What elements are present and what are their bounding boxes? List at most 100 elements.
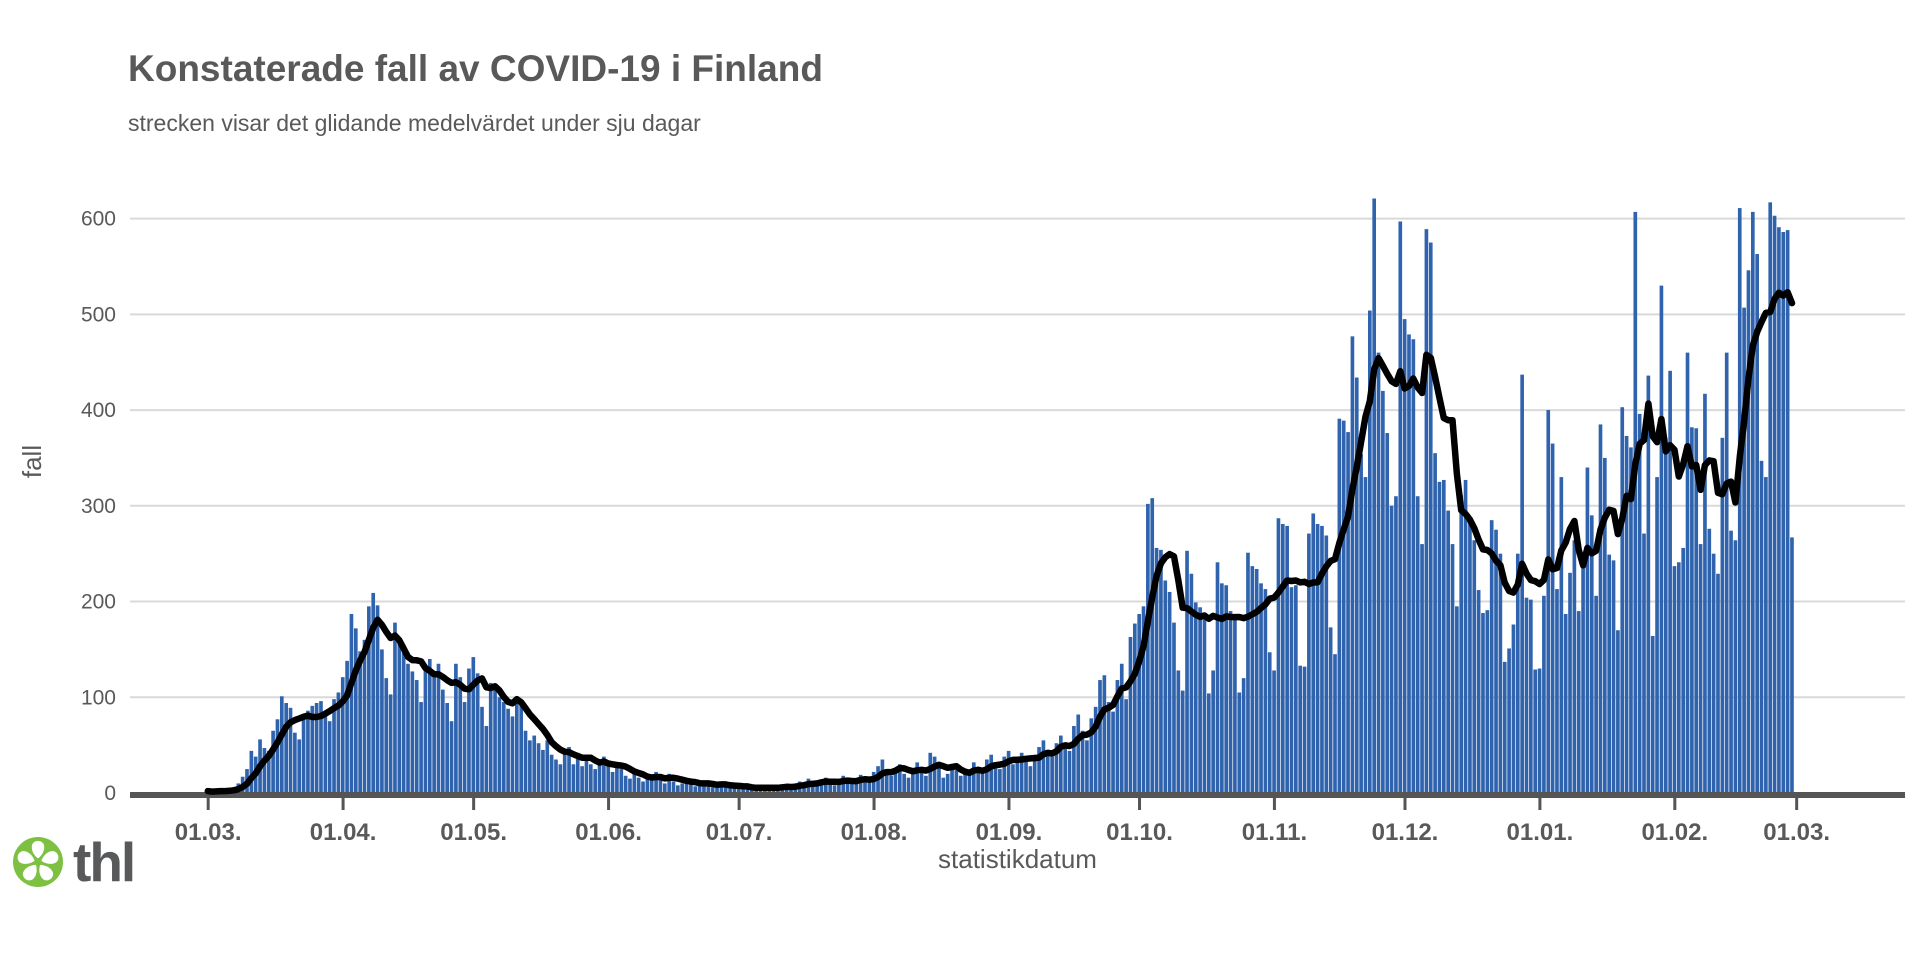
bar [475, 673, 480, 793]
bar [911, 768, 915, 793]
bar [1354, 377, 1359, 793]
bar [998, 769, 1002, 793]
bar [549, 754, 554, 793]
bar [989, 754, 994, 793]
bar [427, 658, 432, 793]
bar [1533, 669, 1538, 793]
bar [1733, 540, 1738, 793]
bar [1711, 553, 1716, 793]
bar [284, 703, 288, 793]
bar [1307, 533, 1311, 793]
bar [1463, 479, 1468, 793]
bar [1481, 613, 1485, 793]
bar [275, 719, 280, 793]
bar [1011, 764, 1015, 793]
bar [1559, 477, 1564, 793]
bar [1132, 623, 1137, 793]
bar [810, 782, 815, 793]
bar [845, 781, 850, 793]
bar [249, 750, 254, 793]
bar [1028, 766, 1033, 793]
bar [467, 668, 471, 793]
bar [571, 764, 576, 793]
bar [584, 759, 589, 793]
bar [684, 779, 689, 793]
bar [1146, 503, 1150, 793]
y-tick-label: 400 [81, 399, 116, 422]
bar [706, 785, 711, 793]
bar [1006, 750, 1011, 793]
bar [1437, 481, 1442, 793]
bar [897, 764, 902, 793]
bar [1724, 352, 1729, 793]
bar [1676, 562, 1681, 793]
bar [1572, 540, 1577, 793]
bar [1259, 583, 1263, 793]
bar [393, 622, 397, 793]
bar [623, 775, 628, 793]
bar [1254, 568, 1259, 793]
bar [1742, 307, 1746, 793]
bar [1398, 221, 1403, 794]
bar [906, 777, 911, 793]
bar [728, 788, 732, 793]
bar [893, 770, 898, 793]
bar [1241, 678, 1246, 793]
bar [1620, 407, 1625, 793]
bar [1529, 599, 1533, 793]
bar [1193, 602, 1198, 793]
bar [963, 771, 967, 793]
bar [1206, 693, 1211, 793]
bar [410, 671, 415, 793]
moving-average-line [204, 288, 1796, 795]
bar [689, 784, 693, 793]
bar [1093, 706, 1098, 793]
bar [371, 592, 376, 793]
bar [1524, 597, 1529, 793]
bar [1159, 549, 1163, 793]
bar [1563, 613, 1568, 793]
bar [1764, 477, 1768, 793]
x-tick-label: 01.04. [310, 819, 377, 846]
bar [693, 786, 698, 793]
bar [575, 752, 580, 793]
bar [1115, 680, 1120, 793]
bar [932, 756, 937, 793]
bar [1750, 211, 1755, 793]
bar [1690, 427, 1694, 793]
bar [1394, 496, 1398, 793]
bar [993, 764, 998, 793]
bar [1515, 553, 1520, 793]
bar [1220, 583, 1224, 793]
bar [362, 639, 367, 793]
bar [562, 749, 567, 793]
x-tick-label: 01.01. [1507, 819, 1574, 846]
bar [628, 778, 632, 793]
bar [441, 689, 445, 793]
bar [1233, 613, 1237, 793]
y-tick-label: 0 [104, 782, 116, 805]
bar [789, 788, 793, 793]
bar [1089, 718, 1094, 793]
bar [501, 702, 506, 793]
bar [332, 699, 336, 793]
bar [1098, 680, 1102, 793]
thl-logo-text: thl [73, 831, 136, 893]
bar [1102, 675, 1107, 793]
bar [1289, 587, 1294, 793]
bar [1385, 433, 1390, 793]
y-tick-label: 500 [81, 303, 116, 326]
flower-petal [17, 851, 35, 864]
bar [641, 781, 645, 793]
bar [1568, 572, 1572, 793]
bar [1672, 566, 1677, 793]
bar [636, 777, 641, 793]
chart-subtitle: strecken visar det glidande medelvärdet … [128, 110, 701, 136]
bar [976, 768, 980, 793]
bar [1668, 370, 1672, 793]
bar [349, 613, 354, 793]
bar [480, 706, 484, 793]
bar [1280, 523, 1285, 793]
page-title: Konstaterade fall av COVID-19 i Finland [128, 48, 823, 89]
bar [1180, 690, 1185, 793]
